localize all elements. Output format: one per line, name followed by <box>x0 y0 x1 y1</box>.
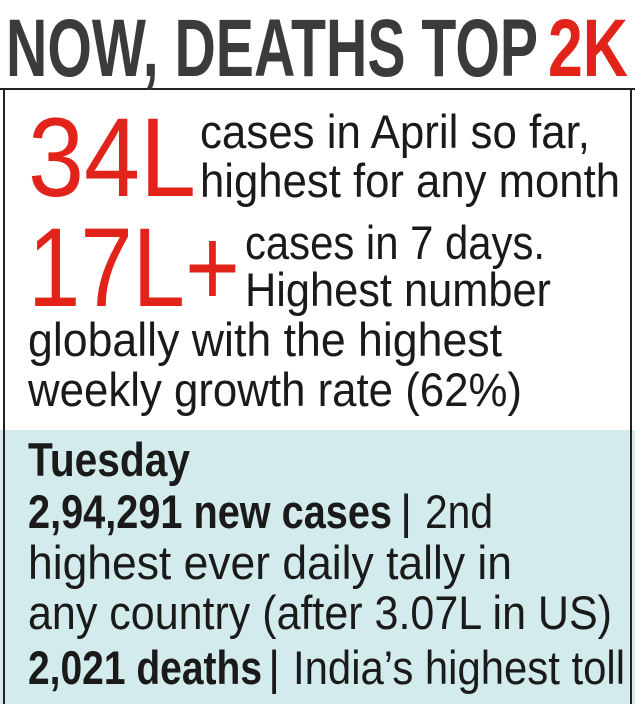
cases-text: 2nd <box>425 485 493 538</box>
section-heading: Tuesday <box>28 433 190 486</box>
cases-highlight: 2,94,291 new cases <box>28 485 392 538</box>
cases-text: highest ever daily tally in <box>28 536 512 589</box>
stat-figure: 17L+ <box>28 205 240 330</box>
cases-text: any country (after 3.07L in US) <box>28 586 612 639</box>
stat-text: highest for any month <box>200 154 620 207</box>
tuesday-panel <box>0 430 635 704</box>
title-highlight: 2K <box>548 3 628 94</box>
stat-text: cases in 7 days. <box>245 216 545 269</box>
stat-text: Highest number <box>245 263 551 316</box>
title: NOW, DEATHS TOP <box>6 3 538 94</box>
stat-figure: 34L <box>28 95 196 220</box>
deaths-text: India’s highest toll <box>293 641 625 694</box>
deaths-highlight: 2,021 deaths <box>28 641 262 694</box>
separator: | <box>400 485 412 538</box>
stat-text: weekly growth rate (62%) <box>27 363 522 416</box>
stat-text: cases in April so far, <box>200 105 590 158</box>
stat-text: globally with the highest <box>28 313 502 366</box>
separator: | <box>268 641 280 694</box>
